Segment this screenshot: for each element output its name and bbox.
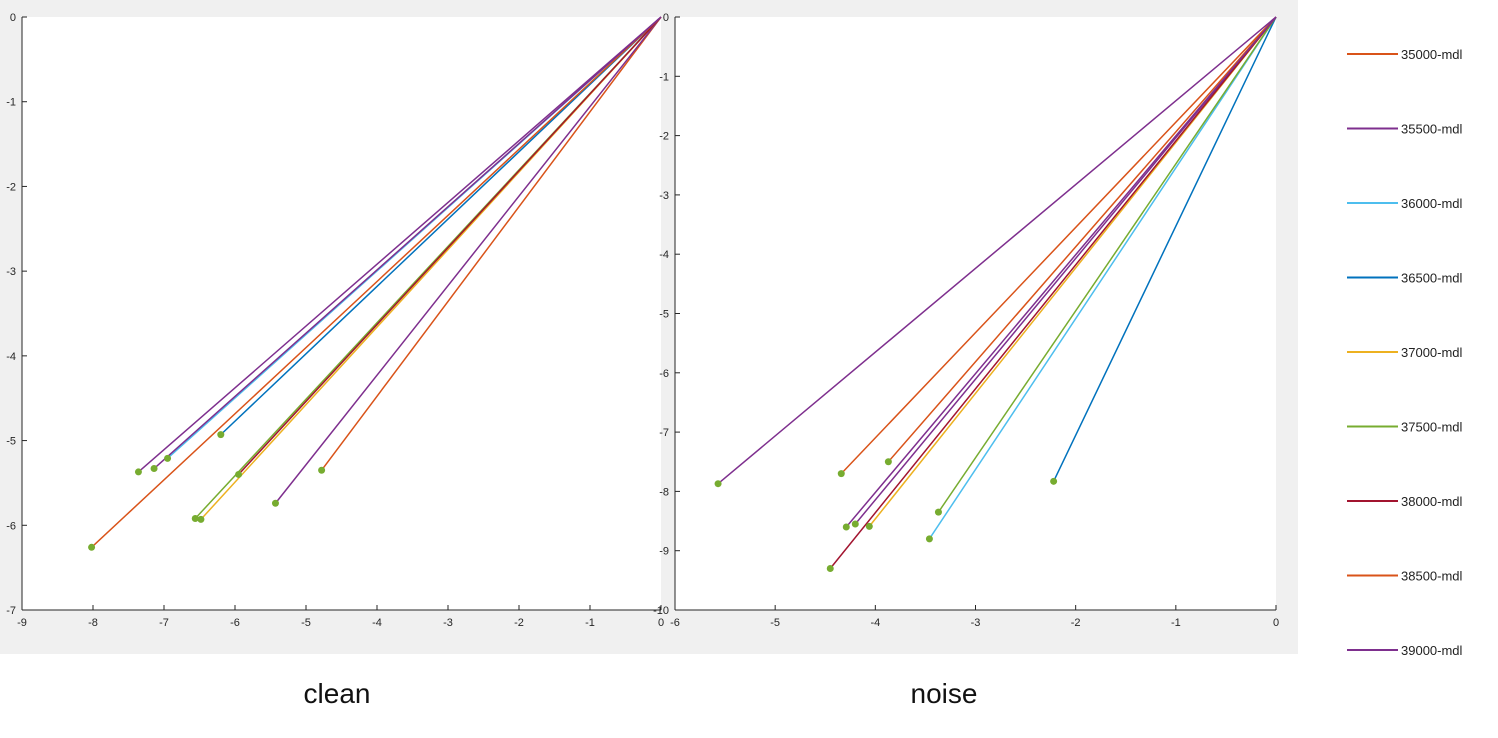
legend-label: 38500-mdl [1401, 569, 1463, 584]
noise-series-line [829, 16, 1277, 569]
noise-y-tick-label: -8 [659, 486, 669, 498]
clean-y-tick-label: -7 [6, 605, 16, 617]
noise-y-tick-label: -2 [659, 131, 669, 143]
clean-endpoint-marker [164, 454, 172, 462]
clean-series-line [91, 16, 662, 548]
clean-series-line [274, 16, 662, 504]
clean-y-tick-label: 0 [10, 12, 16, 24]
clean-y-tick-label: -1 [6, 97, 16, 109]
clean-endpoint-marker [134, 468, 142, 476]
clean-x-tick-label: -7 [159, 617, 169, 629]
noise-endpoint-marker [826, 564, 834, 572]
noise-y-tick-label: -3 [659, 190, 669, 202]
noise-x-tick-label: -2 [1071, 617, 1081, 629]
legend-label: 37500-mdl [1401, 420, 1463, 435]
clean-y-tick-label: -3 [6, 266, 16, 278]
legend-label: 35000-mdl [1401, 47, 1463, 62]
noise-endpoint-marker [714, 480, 722, 488]
clean-x-tick-label: -8 [88, 617, 98, 629]
clean-endpoint-marker [197, 515, 205, 523]
noise-series-line [928, 16, 1277, 540]
legend-label: 36000-mdl [1401, 196, 1463, 211]
clean-x-tick-label: -6 [230, 617, 240, 629]
caption-noise: noise [910, 678, 978, 709]
noise-y-tick-label: -4 [659, 249, 669, 261]
noise-endpoint-marker [842, 523, 850, 531]
clean-series-line [220, 16, 662, 436]
noise-x-tick-label: -4 [870, 617, 880, 629]
noise-series-line [840, 16, 1277, 475]
noise-x-tick-label: 0 [1273, 617, 1279, 629]
noise-endpoint-marker [865, 522, 873, 530]
clean-series-line [153, 16, 662, 470]
noise-y-tick-label: -9 [659, 546, 669, 558]
legend-label: 39000-mdl [1401, 643, 1463, 658]
clean-y-tick-label: -6 [6, 520, 16, 532]
clean-endpoint-marker [271, 499, 279, 507]
noise-x-tick-label: -6 [670, 617, 680, 629]
noise-endpoint-marker [1050, 477, 1058, 485]
clean-endpoint-marker [217, 431, 225, 439]
clean-y-tick-label: -4 [6, 351, 16, 363]
legend-label: 35500-mdl [1401, 122, 1463, 137]
noise-y-tick-label: -7 [659, 427, 669, 439]
clean-x-tick-label: -5 [301, 617, 311, 629]
noise-x-tick-label: -1 [1171, 617, 1181, 629]
noise-series-line [854, 16, 1277, 525]
clean-endpoint-marker [88, 543, 96, 551]
clean-x-tick-label: -3 [443, 617, 453, 629]
clean-y-tick-label: -2 [6, 181, 16, 193]
noise-axes-area [675, 17, 1276, 610]
clean-series-line [237, 16, 662, 475]
noise-series-line [845, 16, 1277, 528]
clean-x-tick-label: -4 [372, 617, 382, 629]
clean-x-tick-label: 0 [658, 617, 664, 629]
noise-endpoint-marker [837, 470, 845, 478]
noise-endpoint-marker [851, 520, 859, 528]
noise-series-line [717, 16, 1277, 485]
clean-x-tick-label: -9 [17, 617, 27, 629]
noise-x-tick-label: -3 [971, 617, 981, 629]
clean-y-tick-label: -5 [6, 436, 16, 448]
legend-label: 36500-mdl [1401, 271, 1463, 286]
noise-y-tick-label: -10 [653, 605, 669, 617]
noise-series-line [937, 16, 1277, 513]
noise-y-tick-label: -5 [659, 309, 669, 321]
noise-series-line [1052, 16, 1277, 482]
clean-endpoint-marker [235, 470, 243, 478]
noise-y-tick-label: 0 [663, 12, 669, 24]
clean-x-tick-label: -2 [514, 617, 524, 629]
clean-endpoint-marker [318, 466, 326, 474]
clean-endpoint-marker [150, 465, 158, 473]
caption-clean: clean [303, 678, 371, 709]
noise-plot: -6 -5 -4 -3 -2 -1 00-1-2-3-4-5-6-7-8-9-10 [653, 12, 1279, 629]
legend-label: 37000-mdl [1401, 345, 1463, 360]
noise-series-line [887, 16, 1277, 463]
noise-x-tick-label: -5 [770, 617, 780, 629]
noise-y-tick-label: -1 [659, 71, 669, 83]
noise-endpoint-marker [884, 458, 892, 466]
noise-endpoint-marker [934, 508, 942, 516]
legend: 35000-mdl 35500-mdl 36000-mdl 36500-mdl 3700… [1347, 47, 1463, 658]
clean-plot: -9 -8 -7 -6 -5 -4 -3 -2 -1 0 0 -1 -2 -3 -4 -5 -6 -7 [6, 12, 664, 629]
legend-label: 38000-mdl [1401, 494, 1463, 509]
clean-endpoint-marker [191, 515, 199, 523]
noise-endpoint-marker [925, 535, 933, 543]
clean-x-tick-label: -1 [585, 617, 595, 629]
clean-series-line [137, 16, 662, 473]
clean-series-line [321, 16, 662, 471]
noise-y-tick-label: -6 [659, 368, 669, 380]
